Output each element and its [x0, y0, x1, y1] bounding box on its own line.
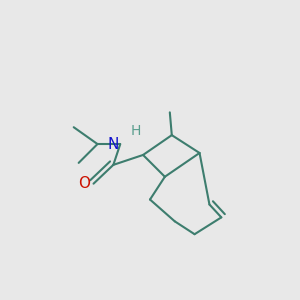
Text: O: O	[79, 176, 91, 191]
Text: N: N	[107, 136, 119, 152]
Text: H: H	[131, 124, 141, 138]
